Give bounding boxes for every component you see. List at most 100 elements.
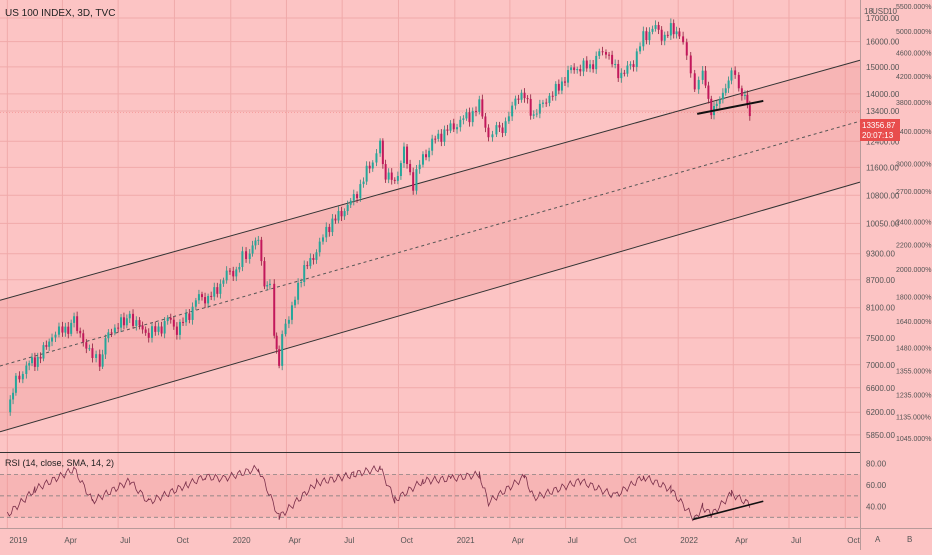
percent-tick-label: 1800.000% xyxy=(896,295,931,302)
candle-body xyxy=(626,65,629,74)
candle-body xyxy=(475,111,478,113)
channel-upper-line[interactable] xyxy=(0,59,861,301)
price-axis[interactable]: 5850.00 6200.00 6600.00 7000.00 7500.00 8100.… xyxy=(866,4,931,512)
candle-body xyxy=(216,287,219,294)
percent-tick-label: 1640.000% xyxy=(896,319,931,326)
candle-body xyxy=(245,251,248,260)
rsi-panel[interactable] xyxy=(0,464,860,522)
candle-body xyxy=(557,83,560,91)
channel-median-line[interactable] xyxy=(0,120,861,367)
time-tick-label: Oct xyxy=(847,536,860,545)
candle-body xyxy=(623,72,626,74)
candlestick-series xyxy=(9,18,751,416)
candle-body xyxy=(724,88,727,93)
support-trendline[interactable] xyxy=(696,99,764,115)
candle-body xyxy=(260,239,263,262)
candle-body xyxy=(334,218,337,221)
candle-body xyxy=(538,103,541,114)
candle-body xyxy=(710,98,713,116)
candle-body xyxy=(434,138,437,140)
candle-body xyxy=(704,70,707,86)
time-axis[interactable]: 2019 Apr Jul Oct 2020 Apr Jul Oct 2021 Apr Jul Oct 2… xyxy=(9,536,860,545)
candle-body xyxy=(315,252,318,260)
candle-body xyxy=(595,55,598,70)
candle-body xyxy=(48,341,51,347)
annotation-lines xyxy=(0,99,860,115)
rsi-divergence-trendline[interactable] xyxy=(692,500,764,521)
candle-body xyxy=(598,51,601,56)
candle-body xyxy=(440,133,443,142)
candle-body xyxy=(57,326,60,335)
percent-tick-label: 1045.000% xyxy=(896,436,931,443)
candle-body xyxy=(462,118,465,120)
candle-body xyxy=(251,245,254,254)
last-price-badge[interactable]: 13356.87 20:07:13 xyxy=(860,119,900,141)
candle-body xyxy=(98,354,101,367)
candle-body xyxy=(346,204,349,212)
candle-body xyxy=(428,150,431,158)
candle-body xyxy=(160,326,163,334)
candle-body xyxy=(582,60,585,72)
candle-body xyxy=(484,116,487,128)
candle-body xyxy=(207,295,210,304)
candle-body xyxy=(523,92,526,99)
price-tick-label: 9300.00 xyxy=(866,250,895,259)
candle-body xyxy=(465,112,468,119)
candle-body xyxy=(563,81,566,83)
candle-body xyxy=(669,23,672,36)
rsi-tick-label: 40.00 xyxy=(866,503,887,512)
candle-body xyxy=(501,127,504,133)
time-tick-label: 2020 xyxy=(233,536,251,545)
percent-tick-label: 3800.000% xyxy=(896,100,931,107)
percent-tick-label: 3000.000% xyxy=(896,162,931,169)
candle-body xyxy=(356,194,359,199)
candle-body xyxy=(328,226,331,233)
candle-body xyxy=(570,67,573,71)
candle-body xyxy=(107,332,110,339)
candle-body xyxy=(210,295,213,297)
price-tick-label: 7500.00 xyxy=(866,334,895,343)
candle-body xyxy=(232,270,235,277)
candle-body xyxy=(273,283,276,336)
candle-body xyxy=(415,169,418,191)
candle-body xyxy=(321,237,324,242)
percent-tick-label: 4200.000% xyxy=(896,74,931,81)
candle-body xyxy=(138,320,141,326)
candle-body xyxy=(163,321,166,334)
candle-body xyxy=(91,348,94,359)
percent-tick-label: 3400.000% xyxy=(896,129,931,136)
candle-body xyxy=(654,25,657,29)
candle-body xyxy=(54,334,57,338)
candle-body xyxy=(88,348,91,350)
channel-lower-line[interactable] xyxy=(0,181,861,433)
candle-body xyxy=(617,64,620,79)
candle-body xyxy=(266,285,269,287)
price-tick-label: 12400.00 xyxy=(866,137,900,146)
last-price-value: 13356.87 xyxy=(862,121,896,130)
candle-body xyxy=(191,306,194,320)
candle-body xyxy=(85,342,88,349)
candle-body xyxy=(517,98,520,100)
candle-body xyxy=(21,373,24,380)
candle-body xyxy=(135,320,138,326)
candle-body xyxy=(166,317,169,322)
candle-body xyxy=(592,64,595,70)
candle-body xyxy=(113,327,116,333)
candle-body xyxy=(384,164,387,180)
time-tick-label: Jul xyxy=(791,536,801,545)
price-tick-label: 14000.00 xyxy=(866,90,900,99)
candle-body xyxy=(456,127,459,130)
candle-body xyxy=(120,317,123,328)
candle-body xyxy=(560,81,563,91)
candle-body xyxy=(268,283,271,286)
candle-body xyxy=(535,113,538,115)
time-tick-label: 2022 xyxy=(680,536,698,545)
last-price-badge-bg xyxy=(860,119,900,141)
candle-body xyxy=(306,265,309,267)
log-scale-button[interactable]: B xyxy=(907,535,912,544)
auto-scale-button[interactable]: A xyxy=(875,535,881,544)
percent-tick-label: 1480.000% xyxy=(896,345,931,352)
price-tick-label: 10800.00 xyxy=(866,191,900,200)
